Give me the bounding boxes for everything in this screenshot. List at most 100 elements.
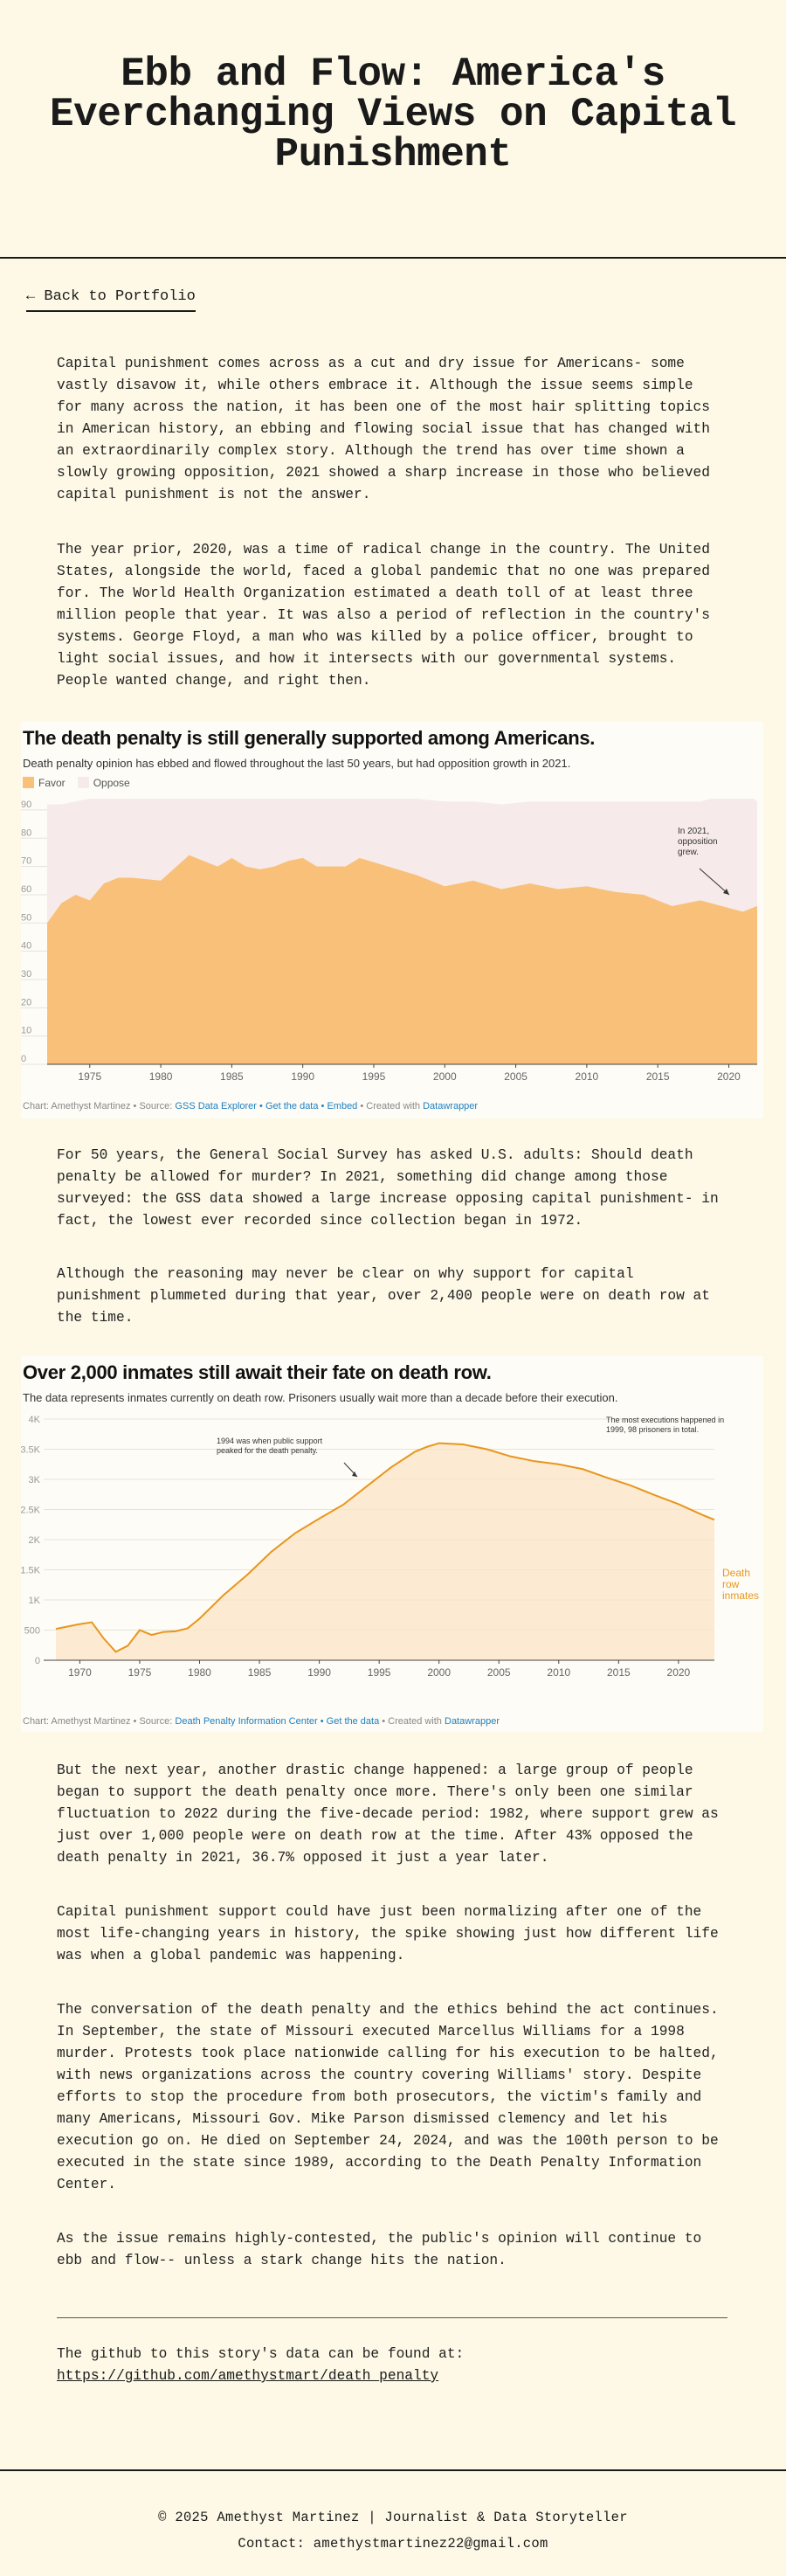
y-tick-label: 500 xyxy=(24,1626,40,1637)
series-label: inmates xyxy=(722,1589,759,1602)
credit-tool-link[interactable]: Datawrapper xyxy=(445,1716,500,1727)
credit-suffix: • Created with xyxy=(360,1101,421,1111)
x-tick-label: 1995 xyxy=(368,1666,391,1679)
paragraph-2: The year prior, 2020, was a time of radi… xyxy=(57,542,710,689)
annotation-1994-text: peaked for the death penalty. xyxy=(217,1446,318,1455)
y-tick-label: 2K xyxy=(29,1535,41,1546)
support-chart-plot: 0 10 20 30 40 50 60 70 80 90 1975 1980 1985 1990 1995 2… xyxy=(21,799,757,1083)
oppose-area xyxy=(47,799,757,924)
legend-swatch-favor xyxy=(23,777,34,788)
x-tick-label: 1975 xyxy=(78,1070,101,1083)
x-tick-label: 1990 xyxy=(291,1070,314,1083)
back-to-portfolio-link[interactable]: ← Back to Portfolio xyxy=(26,288,196,312)
credit-suffix: • Created with xyxy=(382,1716,442,1727)
paragraph-4: Although the reasoning may never be clea… xyxy=(57,1266,710,1326)
support-chart-legend: Favor Oppose xyxy=(23,777,130,789)
y-tick-label: 80 xyxy=(21,828,31,838)
x-tick-label: 2010 xyxy=(547,1666,570,1679)
y-tick-label: 1.5K xyxy=(21,1566,41,1576)
section-divider xyxy=(57,2317,727,2318)
support-chart-subtitle: Death penalty opinion has ebbed and flow… xyxy=(23,757,571,770)
death-row-line xyxy=(55,1442,715,1653)
support-chart-title: The death penalty is still generally sup… xyxy=(23,727,596,749)
legend-label-oppose: Oppose xyxy=(93,777,130,789)
credit-data-links[interactable]: • Get the data • Embed xyxy=(259,1101,358,1111)
favor-area xyxy=(47,855,757,1064)
series-label: row xyxy=(722,1578,740,1590)
x-tick-label: 1990 xyxy=(307,1666,331,1679)
y-tick-label: 40 xyxy=(21,941,31,952)
x-tick-label: 2000 xyxy=(433,1070,457,1083)
annotation-arrowhead xyxy=(723,889,729,895)
y-tick-label: 2.5K xyxy=(21,1506,41,1516)
support-chart-card: The death penalty is still generally sup… xyxy=(21,722,763,1118)
annotation-1999-text: 1999, 98 prisoners in total. xyxy=(606,1425,699,1434)
death-row-chart-card: Over 2,000 inmates still await their fat… xyxy=(21,1356,763,1732)
github-note-text: The github to this story's data can be f… xyxy=(57,2346,465,2362)
credit-source-link[interactable]: Death Penalty Information Center xyxy=(175,1716,318,1727)
x-tick-label: 2005 xyxy=(504,1070,527,1083)
death-row-area xyxy=(56,1443,714,1660)
x-tick-label: 2020 xyxy=(717,1070,741,1083)
death-row-chart-subtitle: The data represents inmates currently on… xyxy=(23,1391,618,1404)
paragraph-6: Capital punishment support could have ju… xyxy=(57,1904,719,1963)
x-tick-label: 1980 xyxy=(188,1666,211,1679)
annotation-text: grew. xyxy=(678,848,699,857)
github-link[interactable]: https://github.com/amethystmart/death_pe… xyxy=(57,2368,439,2384)
y-tick-label: 4K xyxy=(29,1415,41,1425)
y-tick-label: 10 xyxy=(21,1026,31,1036)
legend-item-favor: Favor xyxy=(23,777,66,789)
x-tick-label: 2020 xyxy=(667,1666,691,1679)
x-tick-label: 2015 xyxy=(607,1666,631,1679)
y-tick-label: 0 xyxy=(21,1054,26,1064)
footer-contact: Contact: amethystmartinez22@gmail.com xyxy=(238,2536,548,2552)
y-tick-label: 60 xyxy=(21,884,31,895)
github-note: The github to this story's data can be f… xyxy=(57,2344,726,2387)
footer-copyright: © 2025 Amethyst Martinez | Journalist & … xyxy=(158,2510,628,2525)
y-tick-label: 90 xyxy=(21,800,31,810)
y-tick-label: 0 xyxy=(35,1656,40,1666)
annotation-arrow xyxy=(699,868,730,896)
y-tick-label: 50 xyxy=(21,912,31,923)
support-chart-credit: Chart: Amethyst Martinez • Source: GSS D… xyxy=(23,1101,478,1111)
annotation-1994-text: 1994 was when public support xyxy=(217,1437,323,1445)
x-tick-label: 1995 xyxy=(362,1070,386,1083)
credit-data-links[interactable]: • Get the data xyxy=(320,1716,380,1727)
death-row-chart-title: Over 2,000 inmates still await their fat… xyxy=(23,1361,492,1383)
y-tick-label: 20 xyxy=(21,997,31,1008)
y-tick-label: 3.5K xyxy=(21,1445,41,1456)
paragraph-3: For 50 years, the General Social Survey … xyxy=(57,1147,719,1229)
paragraph-1: Capital punishment comes across as a cut… xyxy=(57,356,710,502)
legend-item-oppose: Oppose xyxy=(77,777,130,789)
x-tick-label: 1980 xyxy=(149,1070,173,1083)
annotation-text: opposition xyxy=(678,837,718,847)
x-tick-label: 2000 xyxy=(427,1666,451,1679)
y-tick-label: 1K xyxy=(29,1596,41,1606)
series-label: Death xyxy=(722,1567,750,1579)
y-tick-label: 30 xyxy=(21,969,31,980)
legend-swatch-oppose xyxy=(77,777,89,788)
death-row-chart-credit: Chart: Amethyst Martinez • Source: Death… xyxy=(23,1716,500,1727)
credit-prefix: Chart: Amethyst Martinez • Source: xyxy=(23,1716,173,1727)
credit-source-link[interactable]: GSS Data Explorer xyxy=(175,1101,257,1111)
x-tick-label: 2010 xyxy=(576,1070,599,1083)
x-tick-label: 1975 xyxy=(128,1666,152,1679)
death-row-chart-plot: 0 500 1K 1.5K 2K 2.5K 3K 3.5K 4K 1970 1975 1980 1985… xyxy=(21,1415,759,1679)
x-tick-label: 2015 xyxy=(646,1070,670,1083)
annotation-1994-arrowhead xyxy=(352,1472,357,1477)
paragraph-7: The conversation of the death penalty an… xyxy=(57,2002,719,2192)
x-tick-label: 2005 xyxy=(487,1666,511,1679)
x-tick-label: 1970 xyxy=(68,1666,92,1679)
x-tick-label: 1985 xyxy=(248,1666,272,1679)
paragraph-8: As the issue remains highly-contested, t… xyxy=(57,2231,702,2268)
credit-prefix: Chart: Amethyst Martinez • Source: xyxy=(23,1101,173,1111)
page-footer: © 2025 Amethyst Martinez | Journalist & … xyxy=(0,2469,786,2576)
page-title: Ebb and Flow: America's Everchanging Vie… xyxy=(49,52,737,177)
y-tick-label: 3K xyxy=(29,1475,41,1485)
annotation-1999-text: The most executions happened in xyxy=(606,1416,724,1424)
annotation-text: In 2021, xyxy=(678,827,709,836)
legend-label-favor: Favor xyxy=(38,777,66,789)
x-tick-label: 1985 xyxy=(220,1070,244,1083)
page-header: Ebb and Flow: America's Everchanging Vie… xyxy=(0,0,786,259)
credit-tool-link[interactable]: Datawrapper xyxy=(423,1101,479,1111)
